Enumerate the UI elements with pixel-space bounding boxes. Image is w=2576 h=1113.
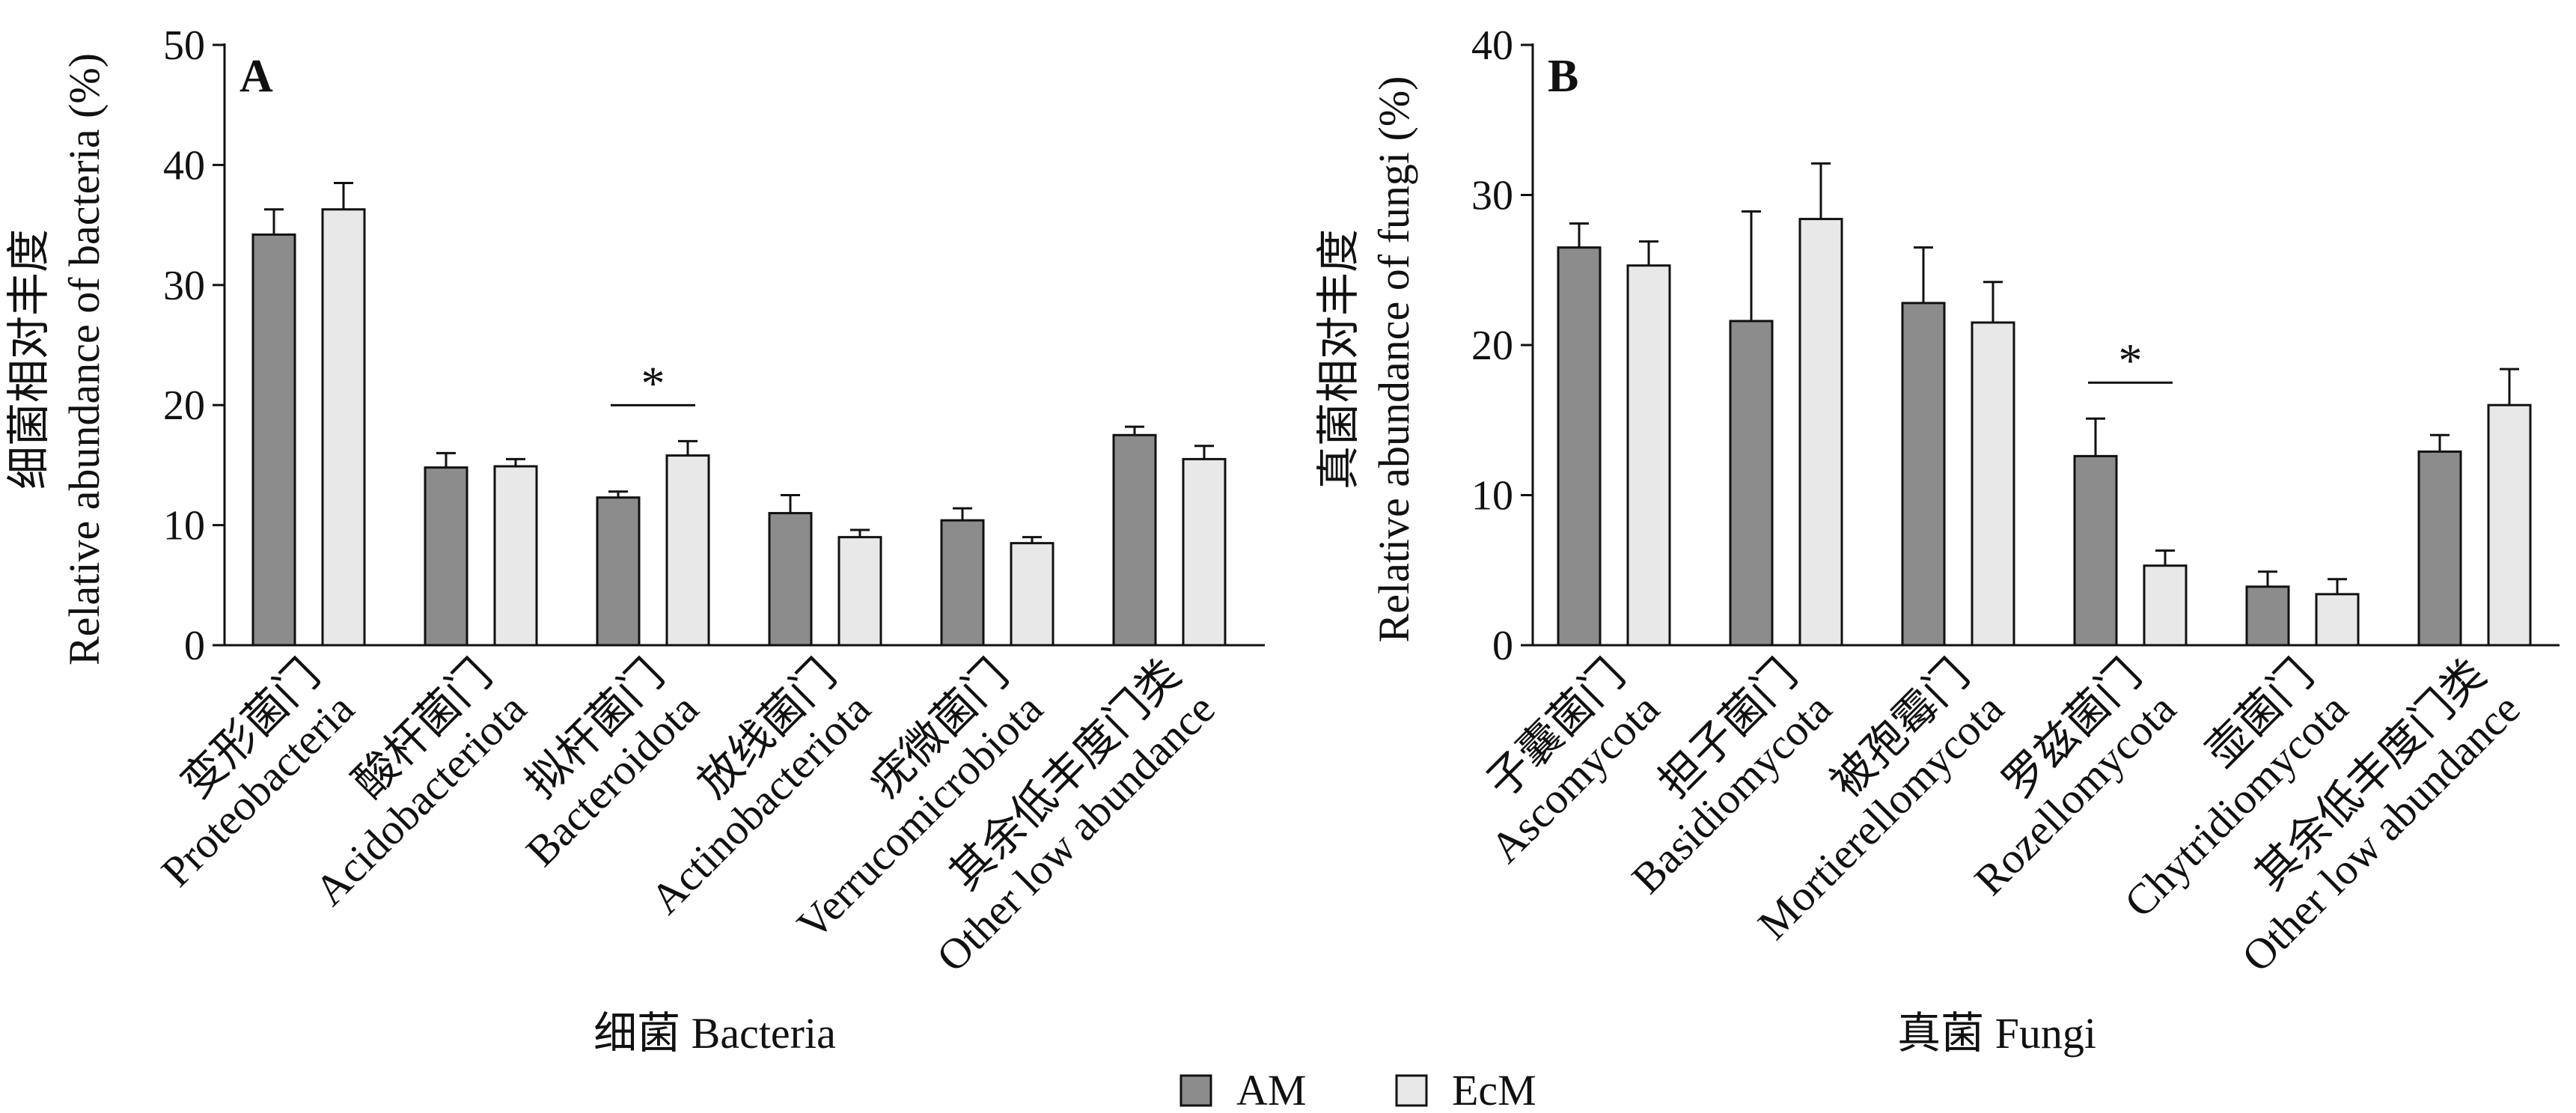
legend-label-am: AM <box>1236 1066 1306 1113</box>
bar-ecm <box>665 454 710 647</box>
legend-swatch-am <box>1179 1074 1212 1107</box>
y-tick-label: 10 <box>1471 473 1513 519</box>
y-axis-label-en: Relative abundance of bacteria (%) <box>60 53 109 665</box>
legend-label-ecm: EcM <box>1452 1066 1536 1113</box>
y-tick-label: 0 <box>1492 623 1513 669</box>
panel-b-fungi-chart: 0 10 20 30 40 B 真菌相对丰度 Relative abundance of fu… <box>1314 22 2560 1058</box>
bar-am <box>1729 320 1774 647</box>
bar-ecm <box>1798 218 1843 647</box>
bar-ecm <box>1626 264 1671 647</box>
bar-ecm <box>493 465 538 647</box>
bar-am <box>768 512 813 647</box>
y-axis-label-cn: 真菌相对丰度 <box>1314 229 1363 490</box>
category-label: 拟杆菌门Bacteroidota <box>482 650 707 875</box>
y-tick-label: 20 <box>1471 323 1513 369</box>
y-tick-label: 40 <box>163 142 205 189</box>
bar-ecm <box>837 536 882 647</box>
bar-am <box>251 233 296 647</box>
significance-star: * <box>641 356 665 409</box>
bar-am <box>2417 450 2462 647</box>
panel-a-bacteria-chart: 0 10 20 30 40 50 A 细菌相对丰度 Relative abundance of … <box>4 22 1265 1058</box>
bar-ecm <box>2143 564 2188 647</box>
bar-am <box>424 466 468 647</box>
bar-ecm <box>1182 457 1227 647</box>
legend: AM EcM <box>1179 1066 1536 1113</box>
category-label: 子囊菌门Ascomycota <box>1447 650 1669 872</box>
bar-am <box>2073 454 2118 647</box>
y-tick-label: 40 <box>1471 22 1513 69</box>
y-tick-label: 10 <box>163 503 205 549</box>
y-tick-label: 20 <box>163 382 205 429</box>
panel-letter: B <box>1548 51 1578 102</box>
x-axis-title: 细菌 Bacteria <box>593 1009 836 1058</box>
y-tick-label: 50 <box>163 22 205 69</box>
panel-letter: A <box>239 51 273 102</box>
bar-ecm <box>1971 321 2015 647</box>
bar-am <box>1112 433 1157 647</box>
bar-am <box>1901 302 1946 647</box>
y-axis-label-cn: 细菌相对丰度 <box>4 229 53 490</box>
x-axis-title: 真菌 Fungi <box>1897 1009 2096 1058</box>
bar-am <box>1557 246 1602 647</box>
y-axis-label-en: Relative abundance of fungi (%) <box>1370 76 1418 643</box>
y-tick-label: 0 <box>184 623 205 669</box>
significance-star: * <box>2119 334 2143 387</box>
bar-ecm <box>2315 593 2360 647</box>
y-tick-label: 30 <box>1471 173 1513 219</box>
bar-am <box>596 496 641 647</box>
bar-ecm <box>2487 403 2532 647</box>
bar-am <box>940 519 985 647</box>
bar-ecm <box>321 208 366 647</box>
y-tick-label: 30 <box>163 263 205 309</box>
bar-ecm <box>1010 542 1054 647</box>
bar-am <box>2245 585 2290 647</box>
legend-swatch-ecm <box>1395 1074 1428 1107</box>
